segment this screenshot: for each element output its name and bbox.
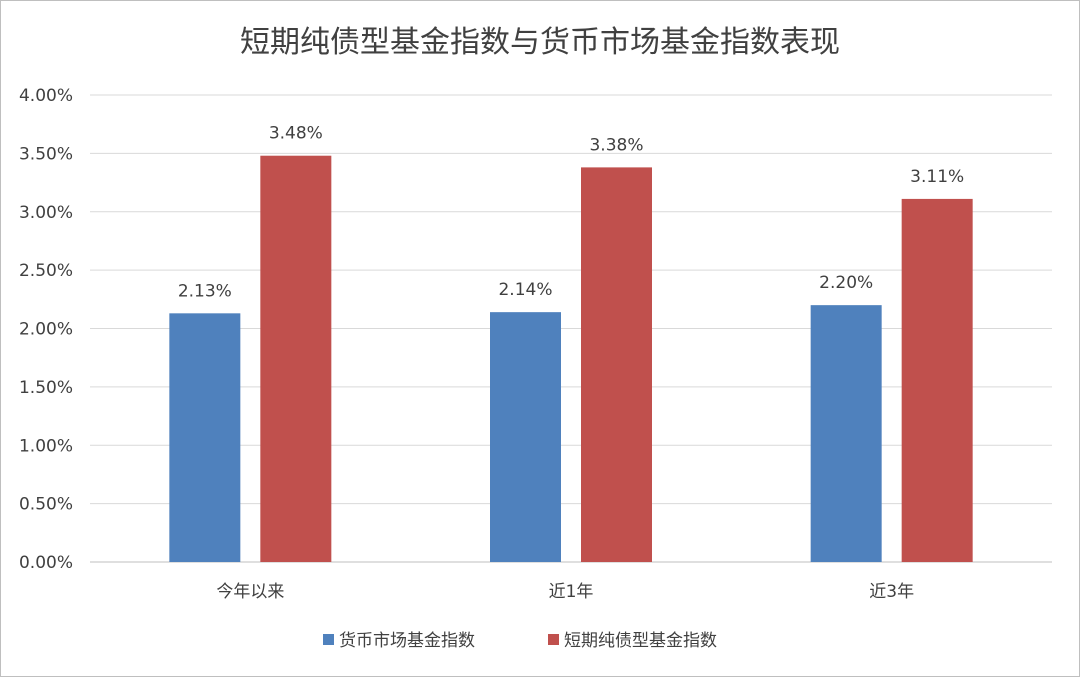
- data-label: 3.11%: [910, 167, 964, 187]
- y-tick-label: 2.50%: [19, 261, 73, 281]
- x-category-label: 近3年: [869, 582, 914, 602]
- y-tick-label: 1.00%: [19, 436, 73, 456]
- y-tick-label: 4.00%: [19, 86, 73, 106]
- data-labels: 2.13% 3.48% 2.14% 3.38% 2.20% 3.11%: [178, 124, 964, 302]
- bar: [581, 167, 652, 562]
- x-category-label: 今年以来: [216, 582, 284, 602]
- data-label: 3.48%: [269, 124, 323, 144]
- legend-item: 货币市场基金指数: [323, 631, 475, 651]
- bar: [490, 312, 561, 562]
- gridlines: [90, 94, 1052, 563]
- y-tick-label: 2.00%: [19, 320, 73, 340]
- legend-label: 货币市场基金指数: [339, 631, 475, 651]
- y-tick-label: 3.50%: [19, 144, 73, 164]
- bars: [169, 155, 973, 562]
- y-tick-label: 0.50%: [19, 495, 73, 515]
- bar: [810, 305, 882, 562]
- bar: [260, 155, 332, 562]
- x-axis-categories: 今年以来 近1年 近3年: [216, 582, 914, 602]
- bar: [169, 313, 241, 562]
- legend-swatch: [323, 634, 334, 645]
- y-axis-ticks: 0.00% 0.50% 1.00% 1.50% 2.00% 2.50% 3.00% 3.50%…: [19, 86, 73, 573]
- data-label: 3.38%: [589, 135, 643, 155]
- chart-title: 短期纯债型基金指数与货币市场基金指数表现: [240, 25, 840, 60]
- legend-item: 短期纯债型基金指数: [548, 631, 717, 651]
- x-category-label: 近1年: [549, 582, 594, 602]
- data-label: 2.13%: [178, 281, 232, 301]
- y-tick-label: 1.50%: [19, 378, 73, 398]
- y-tick-label: 0.00%: [19, 553, 73, 573]
- legend-swatch: [548, 634, 559, 645]
- legend: 货币市场基金指数 短期纯债型基金指数: [323, 631, 717, 651]
- data-label: 2.14%: [498, 280, 552, 300]
- y-tick-label: 3.00%: [19, 203, 73, 223]
- bar: [901, 198, 973, 562]
- data-label: 2.20%: [819, 273, 873, 293]
- legend-label: 短期纯债型基金指数: [564, 631, 717, 651]
